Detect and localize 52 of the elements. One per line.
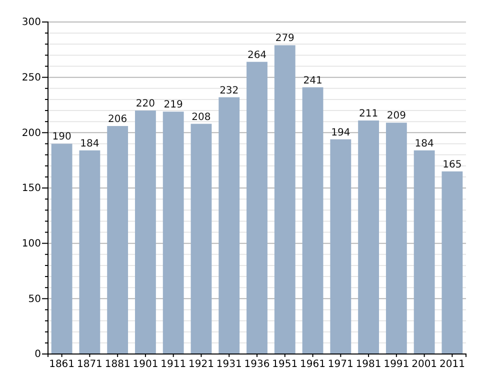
bar bbox=[358, 120, 379, 354]
bar bbox=[162, 112, 184, 354]
bar bbox=[79, 150, 100, 354]
x-tick-label: 1861 bbox=[49, 359, 75, 370]
x-tick-label: 1881 bbox=[104, 359, 130, 370]
x-tick-label: 1921 bbox=[188, 359, 214, 370]
data-label: 209 bbox=[386, 110, 406, 122]
x-tick-label: 1931 bbox=[216, 359, 242, 370]
x-tick-label: 1991 bbox=[384, 359, 410, 370]
bar bbox=[386, 122, 407, 354]
bar bbox=[246, 62, 268, 354]
x-tick-label: 1901 bbox=[132, 359, 158, 370]
data-label: 165 bbox=[442, 159, 462, 170]
data-label: 219 bbox=[164, 100, 183, 111]
bar bbox=[51, 144, 72, 354]
data-label: 184 bbox=[80, 138, 100, 150]
data-label: 208 bbox=[192, 112, 211, 123]
bar bbox=[107, 126, 128, 354]
x-tick-label: 1936 bbox=[244, 359, 270, 370]
data-label: 194 bbox=[331, 127, 350, 138]
y-tick-label: 50 bbox=[28, 294, 41, 305]
data-label: 264 bbox=[247, 50, 267, 61]
x-tick-label: 1911 bbox=[160, 359, 186, 370]
data-label: 184 bbox=[414, 138, 434, 150]
x-tick-label: 1981 bbox=[356, 359, 382, 370]
data-label: 190 bbox=[52, 132, 72, 143]
bar bbox=[135, 110, 156, 354]
x-tick-label: 1971 bbox=[328, 359, 354, 370]
x-tick-label: 2001 bbox=[412, 359, 438, 370]
bar bbox=[274, 45, 296, 354]
data-label: 279 bbox=[275, 33, 294, 44]
data-label: 206 bbox=[108, 114, 128, 126]
y-tick-label: 300 bbox=[22, 17, 41, 28]
y-tick-label: 0 bbox=[34, 349, 41, 360]
y-tick-label: 200 bbox=[22, 128, 41, 139]
x-tick-label: 1951 bbox=[272, 359, 298, 370]
data-label: 232 bbox=[220, 85, 239, 96]
bar bbox=[218, 97, 240, 354]
data-label: 220 bbox=[136, 98, 156, 110]
y-tick-label: 250 bbox=[22, 72, 41, 84]
y-tick-label: 150 bbox=[22, 183, 41, 194]
x-tick-label: 1871 bbox=[76, 359, 102, 370]
bar bbox=[190, 124, 212, 354]
y-tick-label: 100 bbox=[22, 238, 41, 250]
bar bbox=[302, 87, 324, 354]
data-label: 211 bbox=[358, 108, 378, 120]
x-tick-label: 2011 bbox=[439, 359, 465, 370]
bar bbox=[330, 139, 352, 354]
x-tick-label: 1961 bbox=[300, 359, 326, 370]
bar bbox=[442, 171, 463, 354]
data-label: 241 bbox=[303, 75, 322, 86]
bar bbox=[414, 150, 435, 354]
